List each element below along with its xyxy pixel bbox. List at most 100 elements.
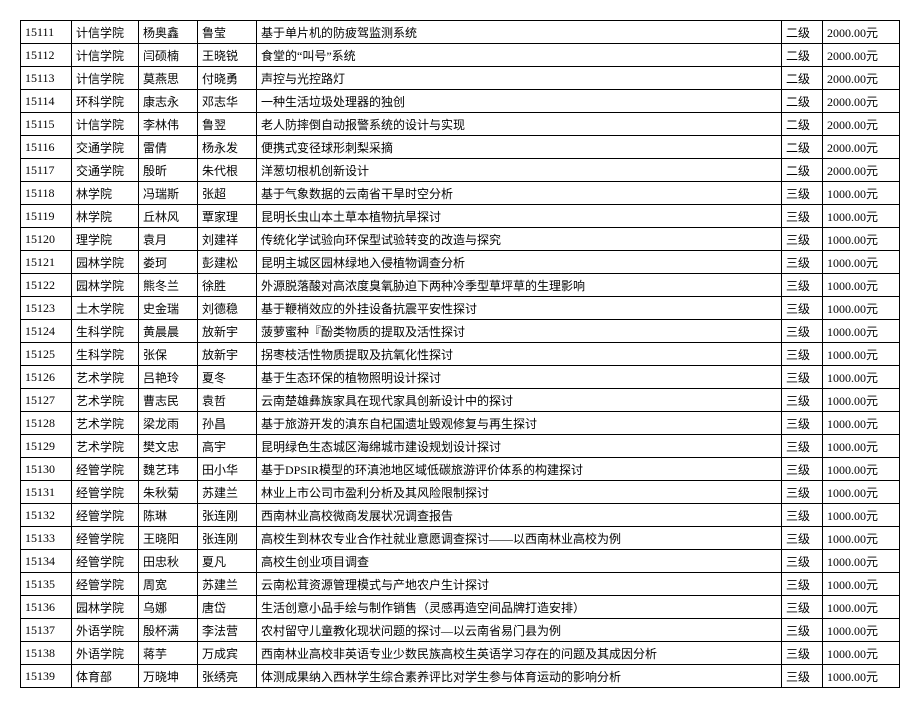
cell-id: 15111 bbox=[21, 21, 72, 44]
cell-level: 三级 bbox=[782, 389, 823, 412]
cell-title: 高校生创业项目调查 bbox=[257, 550, 782, 573]
cell-name2: 孙昌 bbox=[198, 412, 257, 435]
cell-level: 三级 bbox=[782, 550, 823, 573]
cell-level: 三级 bbox=[782, 251, 823, 274]
cell-id: 15113 bbox=[21, 67, 72, 90]
cell-title: 西南林业高校非英语专业少数民族高校生英语学习存在的问题及其成因分析 bbox=[257, 642, 782, 665]
table-row: 15129艺术学院樊文忠高宇昆明绿色生态城区海绵城市建设规划设计探讨三级1000… bbox=[21, 435, 900, 458]
cell-dept: 外语学院 bbox=[72, 642, 139, 665]
cell-id: 15128 bbox=[21, 412, 72, 435]
cell-amount: 1000.00元 bbox=[823, 665, 900, 688]
cell-level: 三级 bbox=[782, 665, 823, 688]
cell-dept: 理学院 bbox=[72, 228, 139, 251]
cell-name2: 高宇 bbox=[198, 435, 257, 458]
cell-name1: 李林伟 bbox=[139, 113, 198, 136]
cell-amount: 1000.00元 bbox=[823, 550, 900, 573]
table-row: 15112计信学院闫硕楠王晓锐食堂的“叫号”系统二级2000.00元 bbox=[21, 44, 900, 67]
cell-name1: 樊文忠 bbox=[139, 435, 198, 458]
cell-id: 15139 bbox=[21, 665, 72, 688]
table-row: 15124生科学院黄晨晨放新宇菠萝蜜种『酚类物质的提取及活性探讨三级1000.0… bbox=[21, 320, 900, 343]
cell-id: 15115 bbox=[21, 113, 72, 136]
cell-id: 15112 bbox=[21, 44, 72, 67]
cell-name2: 夏冬 bbox=[198, 366, 257, 389]
cell-name2: 唐岱 bbox=[198, 596, 257, 619]
table-row: 15117交通学院殷昕朱代根洋葱切根机创新设计二级2000.00元 bbox=[21, 159, 900, 182]
cell-amount: 1000.00元 bbox=[823, 573, 900, 596]
cell-id: 15123 bbox=[21, 297, 72, 320]
cell-id: 15130 bbox=[21, 458, 72, 481]
cell-title: 生活创意小品手绘与制作销售（灵感再造空间品牌打造安排） bbox=[257, 596, 782, 619]
cell-dept: 艺术学院 bbox=[72, 389, 139, 412]
cell-id: 15122 bbox=[21, 274, 72, 297]
cell-level: 三级 bbox=[782, 527, 823, 550]
table-row: 15137外语学院殷杯满李法营农村留守儿童教化现状问题的探讨—以云南省易门县为例… bbox=[21, 619, 900, 642]
cell-amount: 1000.00元 bbox=[823, 343, 900, 366]
cell-dept: 交通学院 bbox=[72, 136, 139, 159]
cell-amount: 1000.00元 bbox=[823, 205, 900, 228]
cell-level: 三级 bbox=[782, 228, 823, 251]
table-row: 15114环科学院康志永邓志华一种生活垃圾处理器的独创二级2000.00元 bbox=[21, 90, 900, 113]
cell-name2: 张超 bbox=[198, 182, 257, 205]
cell-dept: 计信学院 bbox=[72, 44, 139, 67]
cell-name1: 冯瑞斯 bbox=[139, 182, 198, 205]
cell-name1: 乌娜 bbox=[139, 596, 198, 619]
cell-id: 15134 bbox=[21, 550, 72, 573]
cell-amount: 2000.00元 bbox=[823, 67, 900, 90]
cell-level: 三级 bbox=[782, 366, 823, 389]
cell-level: 三级 bbox=[782, 458, 823, 481]
cell-name1: 莫燕思 bbox=[139, 67, 198, 90]
cell-amount: 1000.00元 bbox=[823, 297, 900, 320]
cell-dept: 艺术学院 bbox=[72, 412, 139, 435]
cell-name1: 雷倩 bbox=[139, 136, 198, 159]
cell-amount: 1000.00元 bbox=[823, 412, 900, 435]
table-row: 15138外语学院蒋芋万成宾西南林业高校非英语专业少数民族高校生英语学习存在的问… bbox=[21, 642, 900, 665]
cell-name1: 蒋芋 bbox=[139, 642, 198, 665]
cell-title: 传统化学试验向环保型试验转变的改造与探究 bbox=[257, 228, 782, 251]
cell-amount: 1000.00元 bbox=[823, 182, 900, 205]
cell-name1: 康志永 bbox=[139, 90, 198, 113]
cell-id: 15136 bbox=[21, 596, 72, 619]
cell-id: 15119 bbox=[21, 205, 72, 228]
cell-name2: 彭建松 bbox=[198, 251, 257, 274]
cell-name2: 万成宾 bbox=[198, 642, 257, 665]
cell-id: 15121 bbox=[21, 251, 72, 274]
cell-name1: 周宽 bbox=[139, 573, 198, 596]
cell-level: 三级 bbox=[782, 642, 823, 665]
cell-dept: 经管学院 bbox=[72, 550, 139, 573]
cell-title: 基于生态环保的植物照明设计探讨 bbox=[257, 366, 782, 389]
cell-amount: 1000.00元 bbox=[823, 366, 900, 389]
cell-name1: 袁月 bbox=[139, 228, 198, 251]
cell-dept: 园林学院 bbox=[72, 274, 139, 297]
cell-name2: 张连刚 bbox=[198, 504, 257, 527]
cell-id: 15116 bbox=[21, 136, 72, 159]
cell-id: 15126 bbox=[21, 366, 72, 389]
cell-name1: 万晓坤 bbox=[139, 665, 198, 688]
cell-name1: 吕艳玲 bbox=[139, 366, 198, 389]
cell-id: 15127 bbox=[21, 389, 72, 412]
cell-title: 菠萝蜜种『酚类物质的提取及活性探讨 bbox=[257, 320, 782, 343]
cell-title: 食堂的“叫号”系统 bbox=[257, 44, 782, 67]
table-row: 15139体育部万晓坤张绣亮体测成果纳入西林学生综合素养评比对学生参与体育运动的… bbox=[21, 665, 900, 688]
cell-level: 二级 bbox=[782, 159, 823, 182]
cell-dept: 艺术学院 bbox=[72, 366, 139, 389]
cell-amount: 2000.00元 bbox=[823, 21, 900, 44]
cell-level: 二级 bbox=[782, 67, 823, 90]
cell-level: 三级 bbox=[782, 619, 823, 642]
cell-name2: 苏建兰 bbox=[198, 573, 257, 596]
cell-level: 二级 bbox=[782, 21, 823, 44]
cell-title: 一种生活垃圾处理器的独创 bbox=[257, 90, 782, 113]
cell-name2: 张连刚 bbox=[198, 527, 257, 550]
cell-title: 便携式变径球形刺梨采摘 bbox=[257, 136, 782, 159]
cell-name2: 朱代根 bbox=[198, 159, 257, 182]
cell-title: 昆明绿色生态城区海绵城市建设规划设计探讨 bbox=[257, 435, 782, 458]
cell-amount: 1000.00元 bbox=[823, 320, 900, 343]
cell-amount: 1000.00元 bbox=[823, 228, 900, 251]
cell-title: 基于单片机的防疲驾监测系统 bbox=[257, 21, 782, 44]
cell-id: 15133 bbox=[21, 527, 72, 550]
cell-title: 基于气象数据的云南省干旱时空分析 bbox=[257, 182, 782, 205]
cell-title: 洋葱切根机创新设计 bbox=[257, 159, 782, 182]
cell-title: 基于DPSIR模型的环滇池地区域低碳旅游评价体系的构建探讨 bbox=[257, 458, 782, 481]
table-row: 15127艺术学院曹志民袁哲云南楚雄彝族家具在现代家具创新设计中的探讨三级100… bbox=[21, 389, 900, 412]
cell-dept: 土木学院 bbox=[72, 297, 139, 320]
table-row: 15126艺术学院吕艳玲夏冬基于生态环保的植物照明设计探讨三级1000.00元 bbox=[21, 366, 900, 389]
